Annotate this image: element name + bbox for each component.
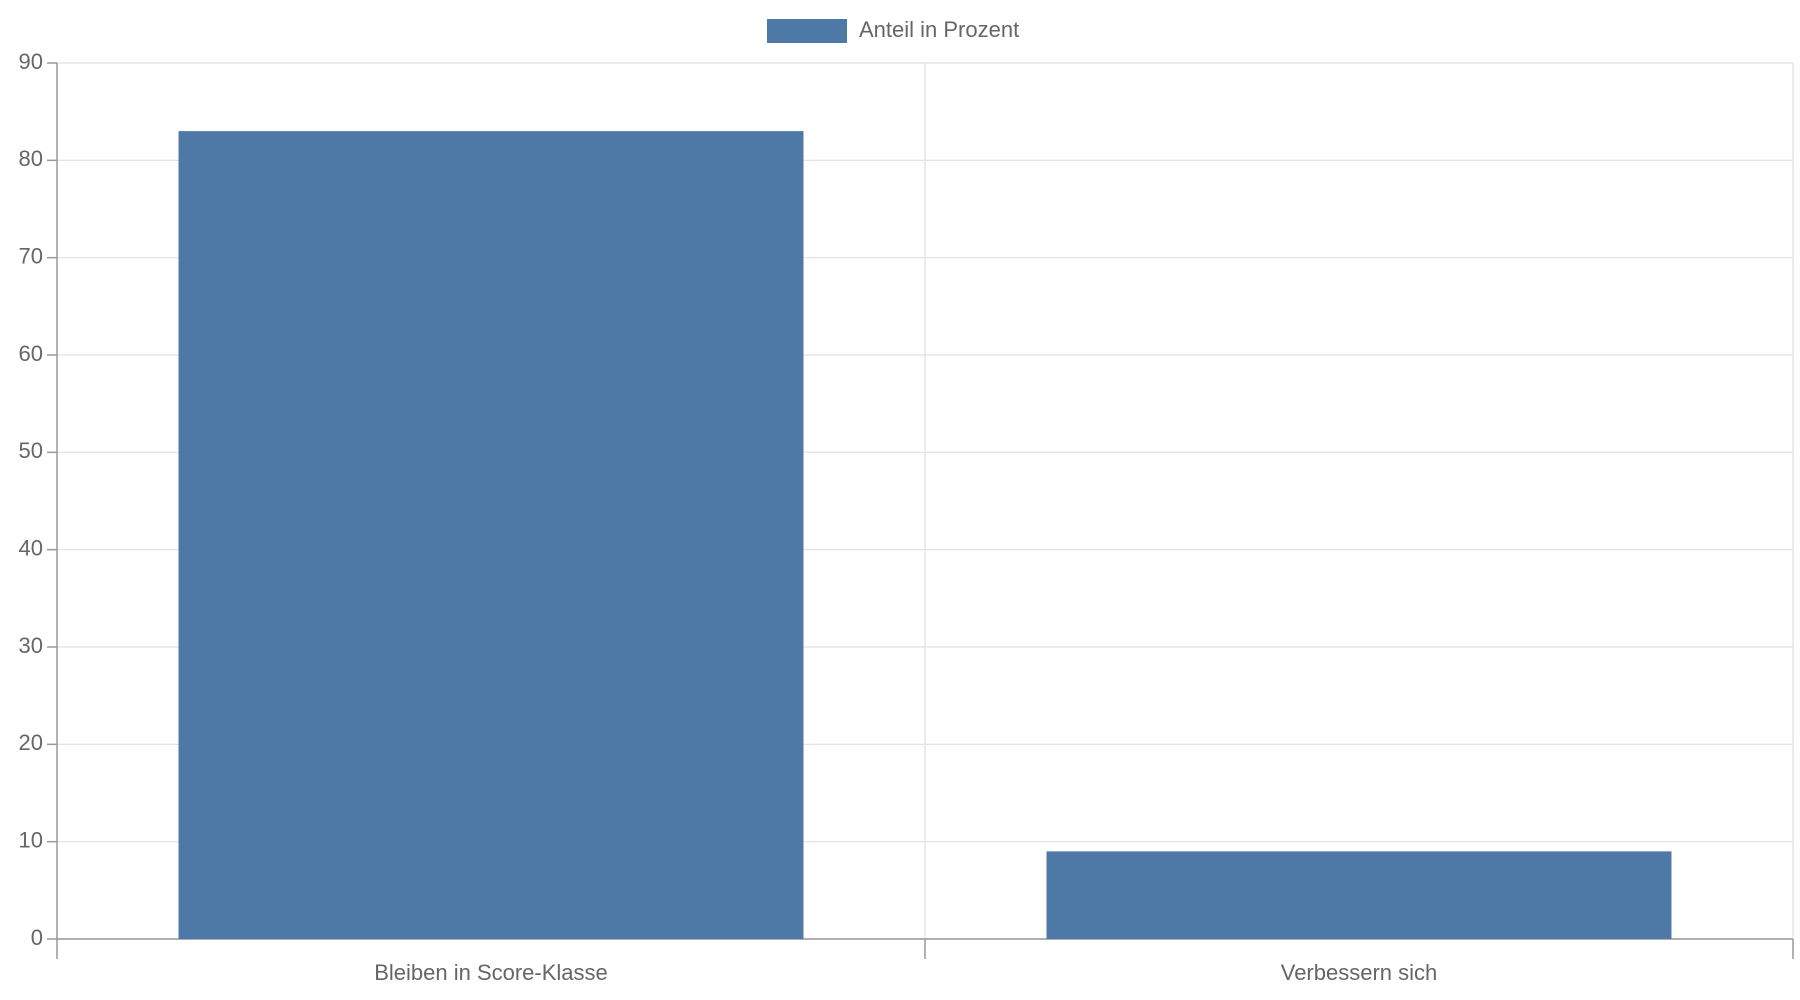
x-tick-label: Verbessern sich (1281, 960, 1438, 985)
y-tick-label: 70 (19, 243, 43, 268)
y-tick-label: 80 (19, 146, 43, 171)
y-tick-label: 90 (19, 49, 43, 74)
y-tick-label: 40 (19, 535, 43, 560)
y-tick-label: 60 (19, 341, 43, 366)
y-tick-label: 20 (19, 730, 43, 755)
y-tick-label: 0 (31, 925, 43, 950)
y-tick-label: 10 (19, 827, 43, 852)
y-tick-label: 50 (19, 438, 43, 463)
bar (1046, 851, 1672, 939)
x-tick-label: Bleiben in Score-Klasse (374, 960, 608, 985)
legend-swatch (767, 19, 847, 43)
bar (178, 131, 804, 940)
y-tick-label: 30 (19, 633, 43, 658)
legend-label: Anteil in Prozent (859, 17, 1019, 42)
